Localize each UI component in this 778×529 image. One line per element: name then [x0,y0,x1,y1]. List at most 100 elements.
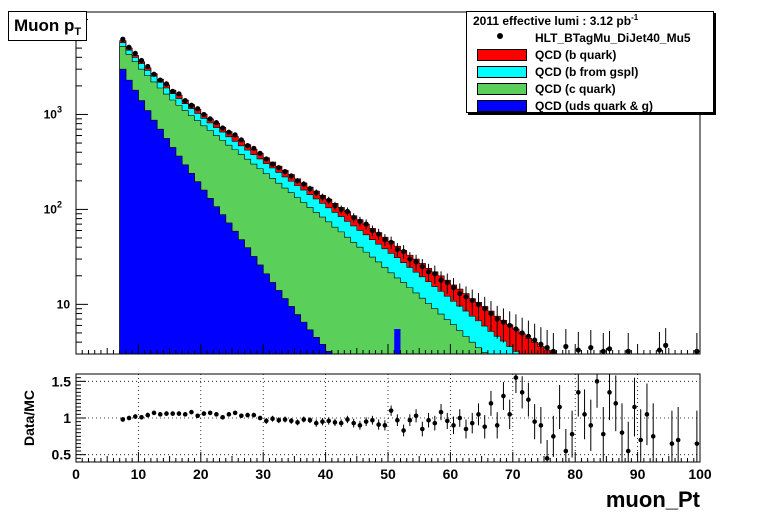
data-point [519,330,525,336]
ratio-point [332,420,338,425]
bar-c-quark [275,183,283,354]
bar-c-quark [462,336,470,354]
ratio-point [451,423,456,428]
ratio-x-ticks [75,452,701,462]
data-point [488,310,494,317]
x-tick-label: 80 [567,466,583,482]
ratio-point [395,417,400,423]
bar-uds [256,264,264,354]
bar-c-quark [313,212,320,354]
bar-uds [313,337,320,354]
bar-b-gspl [469,316,476,354]
data-point [469,297,475,304]
y-tick-label: 103 [44,104,62,121]
ratio-point [363,419,369,424]
bar-c-quark [300,202,308,354]
y-tick-label: 10 [57,297,71,311]
bar-uds [275,290,283,354]
legend-label: QCD (uds quark & g) [535,99,654,113]
ratio-point [538,423,544,428]
ratio-point [201,411,207,416]
data-point [120,36,126,42]
bar-c-quark [394,277,401,354]
bar-c-quark [425,303,433,354]
bar-b-gspl [475,320,482,354]
bar-uds [132,90,139,355]
bar-b-gspl [481,326,489,354]
bar-uds [175,156,183,354]
ratio-point [463,426,469,432]
data-point [276,165,282,171]
ratio-point [370,417,375,423]
bar-uds [250,256,258,354]
data-point [294,178,301,184]
data-point [563,343,569,350]
data-point [157,77,163,83]
bar-uds [200,190,208,354]
outline-c-quark [119,46,488,354]
ratio-point [170,411,176,416]
ratio-point [257,415,263,421]
data-point [457,290,463,297]
ratio-point [494,423,500,428]
bar-uds [182,164,189,354]
bar-uds [394,329,401,354]
bar-uds [225,222,233,354]
bar-c-quark [381,267,389,354]
data-point [388,239,394,245]
ratio-point [519,390,525,395]
ratio-point [569,431,575,437]
data-point [313,190,319,196]
ratio-point [532,419,537,424]
legend-entry-data: HLT_BTagMu_DiJet40_Mu5 [473,30,707,47]
data-point [588,345,594,351]
bar-c-quark [338,231,345,354]
ratio-point [576,390,581,395]
main-x-ticks [75,344,701,354]
ratio-point [239,413,244,419]
ratio-point [469,420,475,426]
data-points [120,36,700,354]
data-marker-icon [497,33,503,39]
data-point [319,194,326,200]
ratio-grid [76,374,700,462]
bar-uds [263,273,270,354]
data-point [195,106,201,112]
bar-c-quark [450,324,458,354]
bar-uds [238,239,245,354]
ratio-point [307,417,313,423]
ratio-point [488,401,494,406]
data-point [494,316,500,322]
bar-uds [219,214,227,354]
bar-c-quark [331,227,339,354]
ratio-point [251,412,257,418]
bar-c-quark [344,237,351,354]
ratio-point [650,434,656,439]
data-point [188,102,195,108]
bar-c-quark [269,178,277,354]
ratio-point [482,424,488,430]
data-point [376,231,382,237]
bar-uds [294,314,302,354]
ratio-point [245,412,250,418]
ratio-point [326,418,332,424]
data-point [126,44,132,50]
data-point [238,137,244,143]
data-point [245,142,251,149]
data-point [138,57,145,64]
bar-c-quark [306,207,314,354]
ratio-point [619,430,625,435]
bar-c-quark [319,217,326,354]
ratio-point [270,416,275,422]
x-axis-label: muon_Pt [606,487,701,512]
data-point [301,181,307,187]
ratio-point [357,423,363,428]
bar-c-quark [481,352,489,354]
data-point [500,319,507,325]
data-point [182,97,188,104]
bar-uds [119,69,127,354]
data-point [407,256,413,262]
data-point [201,111,207,118]
data-point [438,277,444,283]
bar-uds [150,120,158,355]
